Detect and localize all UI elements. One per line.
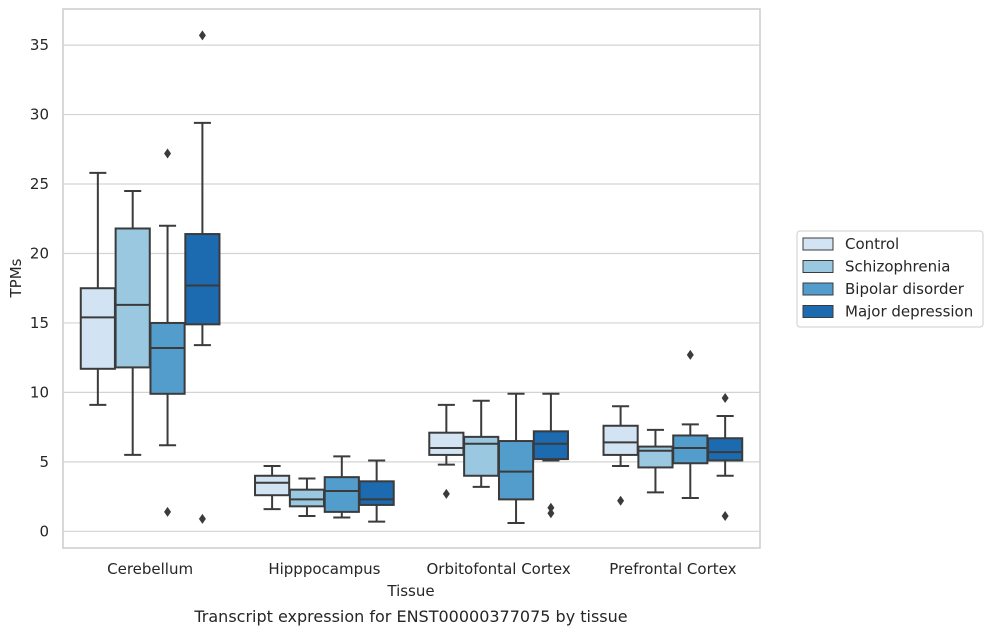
legend-swatch <box>802 305 834 318</box>
y-tick-label: 0 <box>39 522 49 540</box>
legend-label: Bipolar disorder <box>845 280 965 298</box>
legend: Control Schizophrenia Bipolar disorder Majo… <box>796 230 984 328</box>
box-iqr <box>358 480 395 506</box>
outlier-point <box>721 511 729 522</box>
outlier-point <box>164 506 172 517</box>
y-axis-title: TPMs <box>7 258 25 298</box>
box-iqr <box>254 474 291 497</box>
box-iqr <box>602 424 639 456</box>
box-schizophrenia <box>114 189 151 456</box>
box-iqr <box>672 434 709 465</box>
box-major-depression <box>358 459 395 523</box>
legend-frame <box>796 230 984 328</box>
box-iqr <box>637 445 674 469</box>
box-bipolar-disorder <box>497 392 535 524</box>
box-iqr <box>463 435 500 477</box>
legend-label: Control <box>845 235 899 253</box>
box-iqr <box>184 233 221 326</box>
x-tick-label: Cerebellum <box>107 560 193 578</box>
x-tick-label: Prefrontal Cortex <box>609 560 736 578</box>
y-axis-ticks: 0 5 10 15 20 25 30 35 <box>30 36 49 540</box>
box-iqr <box>79 287 116 370</box>
outlier-point <box>617 495 625 506</box>
y-tick-label: 15 <box>30 314 49 332</box>
x-axis-ticks: Cerebellum Hipppocampus Orbitofontal Corte… <box>107 560 736 578</box>
legend-swatch <box>802 237 834 251</box>
x-axis-title: Tissue <box>386 582 434 600</box>
y-tick-label: 20 <box>30 244 49 262</box>
box-bipolar-disorder <box>149 148 186 517</box>
box-control <box>79 171 116 406</box>
y-tick-label: 25 <box>30 175 49 193</box>
outlier-point <box>442 488 450 499</box>
box-major-depression <box>707 392 744 522</box>
box-iqr <box>323 476 360 513</box>
outlier-point <box>721 392 729 403</box>
x-tick-label: Orbitofontal Cortex <box>427 560 571 578</box>
outlier-point <box>198 513 206 524</box>
outlier-point <box>198 30 206 41</box>
box-iqr <box>497 440 535 501</box>
box-schizophrenia <box>463 399 500 488</box>
legend-label: Major depression <box>845 303 973 321</box>
legend-swatch <box>802 282 834 296</box>
box-iqr <box>114 227 151 369</box>
legend-label: Schizophrenia <box>845 258 950 276</box>
box-major-depression <box>532 392 569 519</box>
y-tick-label: 30 <box>30 106 49 124</box>
box-iqr <box>428 431 465 456</box>
box-control <box>254 465 291 511</box>
y-tick-label: 35 <box>30 36 49 54</box>
y-tick-label: 5 <box>39 453 49 471</box>
box-control <box>428 403 465 499</box>
x-tick-label: Hipppocampus <box>268 560 380 578</box>
outlier-point <box>686 349 694 360</box>
box-iqr <box>288 488 326 508</box>
box-iqr <box>707 437 744 462</box>
outlier-point <box>547 502 555 513</box>
figure-caption: Transcript expression for ENST0000037707… <box>193 607 627 626</box>
box-schizophrenia <box>288 477 326 518</box>
legend-swatch <box>802 260 834 273</box>
box-iqr <box>532 430 569 461</box>
box-iqr <box>149 321 186 395</box>
y-tick-label: 10 <box>30 383 49 401</box>
box-control <box>602 405 639 506</box>
outlier-point <box>164 148 172 159</box>
box-layer <box>79 30 744 524</box>
box-major-depression <box>184 30 221 524</box>
outlier-point <box>547 508 555 519</box>
